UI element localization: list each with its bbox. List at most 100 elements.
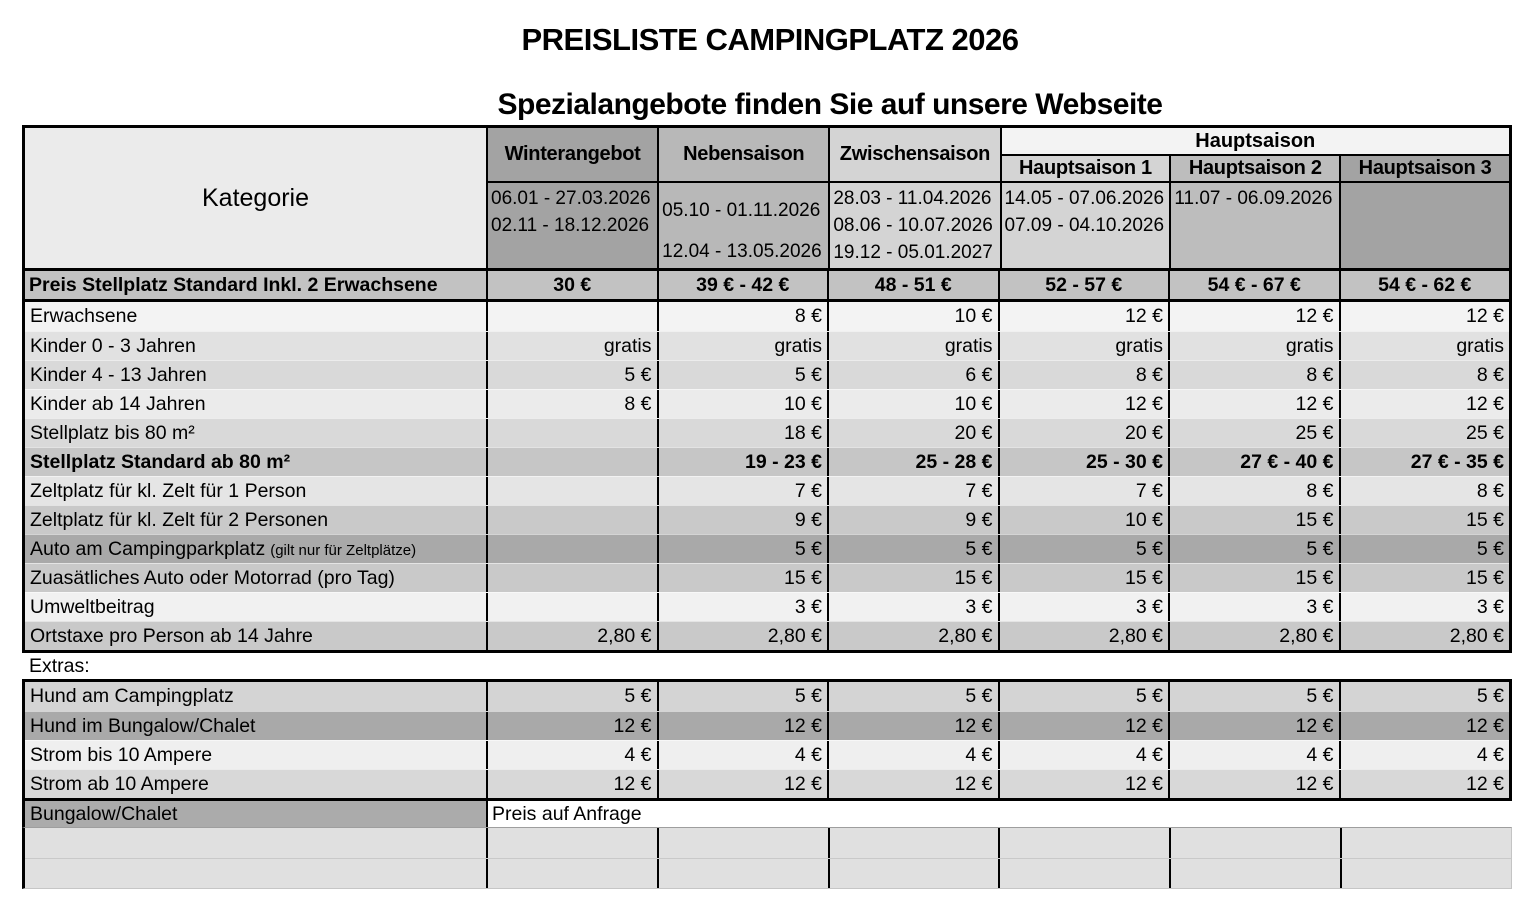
price-cell: 8 € <box>486 390 657 418</box>
hauptsaison-group: Hauptsaison Hauptsaison 1 14.05 - 07.06.… <box>999 128 1510 268</box>
price-cell: 12 € <box>997 390 1169 418</box>
price-cell: 5 € <box>656 361 828 389</box>
price-cell: 12 € <box>1168 390 1339 418</box>
table-row: Kinder 4 - 13 Jahren 5 € 5 € 6 € 8 € 8 €… <box>25 360 1509 389</box>
price-cell: 12 € <box>827 712 998 740</box>
empty-cell <box>486 859 657 888</box>
price-cell: 8 € <box>1168 361 1339 389</box>
row-label: Stellplatz bis 80 m² <box>30 422 195 444</box>
table-row: Stellplatz bis 80 m² 18 € 20 € 20 € 25 €… <box>25 418 1509 447</box>
page-title: PREISLISTE CAMPINGPLATZ 2026 <box>521 22 1019 57</box>
price-cell: 18 € <box>656 419 828 447</box>
price-list-document: Kategorie Winterangebot 06.01 - 27.03.20… <box>22 125 1512 889</box>
price-cell: 7 € <box>827 477 998 505</box>
price-cell: 12 € <box>997 302 1169 331</box>
price-cell: 10 € <box>997 506 1169 534</box>
price-cell: 5 € <box>1338 535 1510 563</box>
price-cell: 12 € <box>997 770 1169 798</box>
price-cell: 2,80 € <box>997 622 1169 650</box>
table-row: Stellplatz Standard ab 80 m² 19 - 23 € 2… <box>25 447 1509 476</box>
price-cell: 12 € <box>827 770 998 798</box>
row-label: Erwachsene <box>30 305 138 327</box>
price-cell <box>486 419 657 447</box>
price-cell: 39 € - 42 € <box>656 271 828 299</box>
table-row: Zeltplatz für kl. Zelt für 2 Personen 9 … <box>25 505 1509 534</box>
price-cell: 54 € - 67 € <box>1168 271 1339 299</box>
empty-cell <box>998 859 1169 888</box>
season-dates <box>1341 183 1509 268</box>
season-label: Hauptsaison 3 <box>1341 156 1509 183</box>
price-summary-row: Preis Stellplatz Standard Inkl. 2 Erwach… <box>25 268 1509 302</box>
price-cell: 12 € <box>486 770 657 798</box>
price-cell: 8 € <box>1338 477 1510 505</box>
price-cell: 54 € - 62 € <box>1338 271 1510 299</box>
row-label: Strom bis 10 Ampere <box>30 744 213 766</box>
empty-row <box>25 858 1511 888</box>
price-cell: 4 € <box>486 741 657 769</box>
date-line: 02.11 - 18.12.2026 <box>491 215 650 236</box>
bungalow-row: Bungalow/Chalet Preis auf Anfrage <box>22 801 1512 827</box>
price-cell: 12 € <box>1338 390 1510 418</box>
price-cell: 15 € <box>827 564 998 592</box>
price-cell: 2,80 € <box>1168 622 1339 650</box>
price-cell: 3 € <box>827 593 998 621</box>
price-cell: 10 € <box>656 390 828 418</box>
price-cell: 27 € - 40 € <box>1168 448 1339 476</box>
extras-section-label: Extras: <box>22 653 1512 679</box>
row-label: Umweltbeitrag <box>30 596 155 618</box>
price-cell: 3 € <box>1168 593 1339 621</box>
empty-cell <box>656 859 828 888</box>
price-cell: 20 € <box>827 419 998 447</box>
price-cell: 2,80 € <box>486 622 657 650</box>
price-cell: 4 € <box>1338 741 1510 769</box>
season-dates: 05.10 - 01.11.2026 12.04 - 13.05.2026 <box>659 183 829 268</box>
price-cell: 5 € <box>997 535 1169 563</box>
price-cell: 12 € <box>1168 770 1339 798</box>
empty-cell <box>25 828 486 858</box>
price-cell: 12 € <box>1168 302 1339 331</box>
season-column-nebensaison: Nebensaison 05.10 - 01.11.2026 12.04 - 1… <box>657 128 829 268</box>
empty-cell <box>827 828 999 858</box>
price-cell: 12 € <box>656 712 828 740</box>
price-cell: 5 € <box>656 535 828 563</box>
row-label: Auto am Campingparkplatz (gilt nur für Z… <box>25 535 486 563</box>
season-dates: 28.03 - 11.04.2026 08.06 - 10.07.2026 19… <box>830 183 1000 268</box>
date-line: 19.12 - 05.01.2027 <box>833 242 993 263</box>
empty-cell <box>1169 828 1340 858</box>
price-cell <box>486 302 657 331</box>
row-label: Strom ab 10 Ampere <box>30 773 209 795</box>
price-cell <box>486 535 657 563</box>
price-cell <box>486 564 657 592</box>
price-cell: 2,80 € <box>827 622 998 650</box>
price-cell: 8 € <box>656 302 828 331</box>
price-cell: 5 € <box>1338 682 1510 711</box>
price-cell: 4 € <box>656 741 828 769</box>
price-cell: 8 € <box>997 361 1169 389</box>
price-cell: 12 € <box>1168 712 1339 740</box>
season-label: Hauptsaison 2 <box>1171 156 1340 183</box>
table-header: Kategorie Winterangebot 06.01 - 27.03.20… <box>25 128 1510 268</box>
table-row: Zeltplatz für kl. Zelt für 1 Person 7 € … <box>25 476 1509 505</box>
price-cell: 15 € <box>1168 506 1339 534</box>
price-cell: 3 € <box>656 593 828 621</box>
empty-rows-section <box>22 827 1512 889</box>
table-row: Zuasätliches Auto oder Motorrad (pro Tag… <box>25 563 1509 592</box>
date-line: 07.09 - 04.10.2026 <box>1004 215 1165 236</box>
price-cell: 15 € <box>997 564 1169 592</box>
season-column-hauptsaison-3: Hauptsaison 3 <box>1339 156 1509 268</box>
table-row: Ortstaxe pro Person ab 14 Jahre 2,80 € 2… <box>25 621 1509 650</box>
season-dates: 06.01 - 27.03.2026 02.11 - 18.12.2026 <box>488 183 658 268</box>
table-row: Strom bis 10 Ampere 4 € 4 € 4 € 4 € 4 € … <box>25 740 1509 769</box>
row-label: Stellplatz Standard ab 80 m² <box>30 451 291 473</box>
price-cell: 5 € <box>827 682 998 711</box>
date-line: 06.01 - 27.03.2026 <box>491 188 651 209</box>
price-cell: 15 € <box>1168 564 1339 592</box>
category-header-cell: Kategorie <box>25 128 486 268</box>
price-cell: 3 € <box>997 593 1169 621</box>
price-cell <box>486 448 657 476</box>
price-cell: 5 € <box>827 535 998 563</box>
table-row: Umweltbeitrag 3 € 3 € 3 € 3 € 3 € <box>25 592 1509 621</box>
empty-cell <box>486 828 657 858</box>
date-line: 05.10 - 01.11.2026 <box>662 200 821 221</box>
price-cell: gratis <box>656 332 828 360</box>
